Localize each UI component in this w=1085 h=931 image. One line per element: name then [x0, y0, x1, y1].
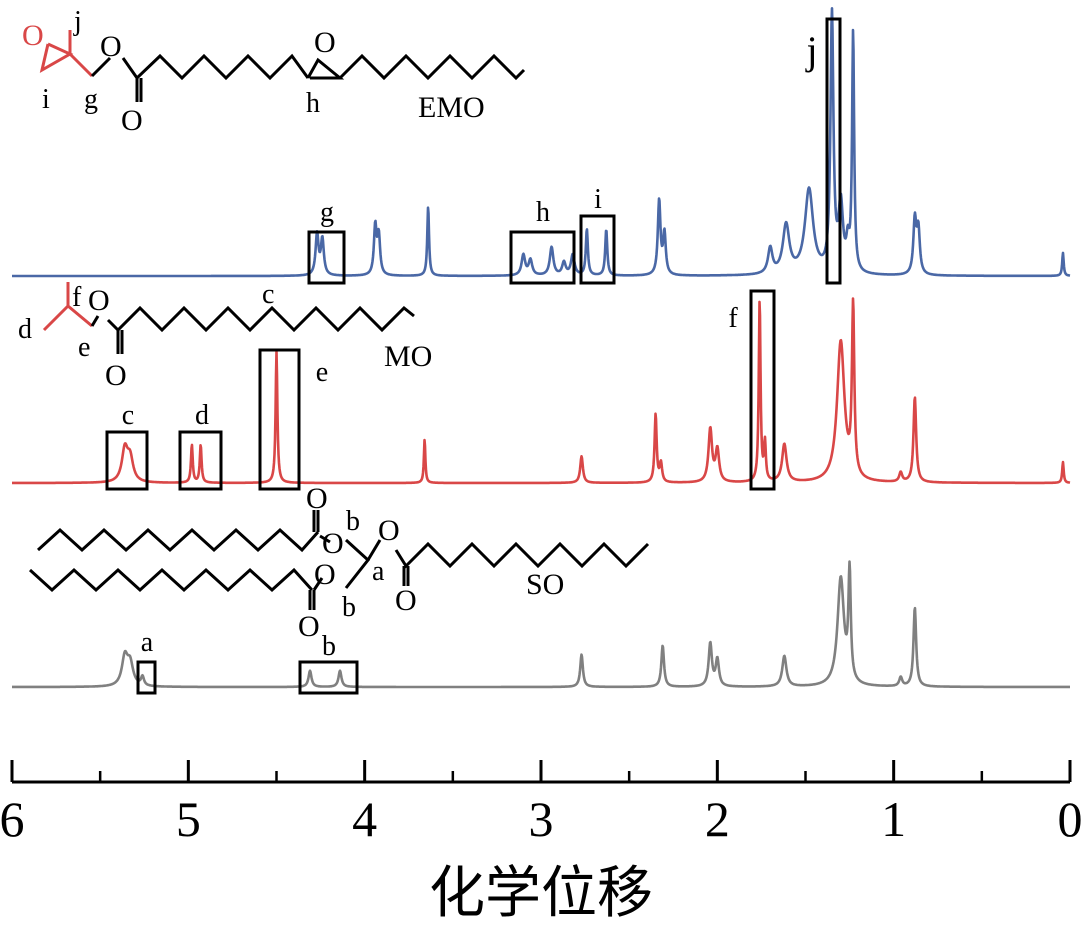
so-structure: O O O O O O a b b SO	[28, 482, 650, 643]
box-labels: g h i j c d e f a b	[122, 28, 818, 662]
label-box-b: b	[322, 631, 336, 662]
x-tick-label-2: 2	[705, 791, 730, 847]
so-atom-o-right-ester: O	[378, 514, 400, 547]
so-atom-o-top-carbonyl: O	[306, 482, 328, 515]
label-box-f: f	[728, 303, 738, 334]
x-tick-label-1: 1	[881, 791, 906, 847]
spectrum-emo	[11, 7, 1071, 278]
label-box-i: i	[594, 184, 602, 215]
x-tick-label-4: 4	[352, 791, 377, 847]
x-axis-ticks: 6 5 4 3 2 1 0	[0, 760, 1083, 847]
emo-label-g: g	[84, 84, 98, 115]
mo-label-d: d	[18, 314, 32, 345]
box-a	[136, 660, 157, 695]
label-box-d: d	[195, 400, 209, 431]
label-box-j: j	[804, 28, 817, 73]
x-tick-label-3: 3	[529, 791, 554, 847]
spectrum-mo	[11, 297, 1071, 485]
box-d	[178, 430, 223, 491]
label-box-g: g	[320, 197, 334, 228]
label-box-c: c	[122, 400, 134, 431]
box-b	[298, 660, 359, 695]
emo-atom-o-carbonyl: O	[121, 104, 143, 137]
annotation-boxes	[105, 17, 842, 695]
box-e	[258, 348, 301, 491]
emo-structure: O O O O i j g h EMO	[22, 6, 526, 137]
box-f	[749, 289, 776, 491]
x-tick-label-5: 5	[176, 791, 201, 847]
box-h	[509, 230, 576, 285]
so-atom-o-bottom-carbonyl: O	[298, 610, 320, 643]
x-tick-label-6: 6	[0, 791, 25, 847]
box-i	[579, 214, 616, 285]
emo-label-h: h	[306, 88, 320, 119]
box-c	[105, 430, 149, 491]
mo-label-c: c	[262, 279, 274, 310]
so-atom-o-bottom-ester: O	[314, 558, 336, 591]
spectra-traces	[11, 7, 1071, 689]
label-box-e: e	[316, 357, 328, 388]
box-g	[307, 230, 346, 285]
x-tick-label-0: 0	[1058, 791, 1083, 847]
spectrum-so	[11, 560, 1071, 689]
label-box-a: a	[141, 627, 154, 658]
so-label-b-top: b	[346, 506, 360, 537]
so-atom-o-right-carbonyl: O	[395, 584, 417, 617]
mo-structure: O O d e f c MO	[18, 279, 432, 392]
mo-atom-o-carbonyl: O	[105, 359, 127, 392]
emo-atom-o-epoxide-mid: O	[314, 26, 336, 59]
so-label-b-bottom: b	[342, 592, 356, 623]
emo-atom-o-epoxide: O	[22, 19, 44, 52]
x-axis-title: 化学位移	[429, 863, 653, 925]
label-box-h: h	[536, 197, 550, 228]
so-name: SO	[526, 568, 564, 601]
emo-label-i: i	[42, 84, 50, 115]
emo-name: EMO	[418, 91, 485, 124]
mo-name: MO	[384, 340, 432, 373]
mo-label-f: f	[72, 282, 82, 313]
so-label-a: a	[372, 556, 385, 587]
emo-label-j: j	[73, 6, 82, 37]
emo-atom-o-ester: O	[100, 30, 122, 63]
box-j	[825, 17, 842, 285]
mo-atom-o-ester: O	[88, 284, 110, 317]
mo-label-e: e	[78, 332, 90, 363]
so-atom-o-top-ester: O	[322, 527, 344, 560]
x-axis: 6 5 4 3 2 1 0 化学位移	[0, 760, 1083, 925]
